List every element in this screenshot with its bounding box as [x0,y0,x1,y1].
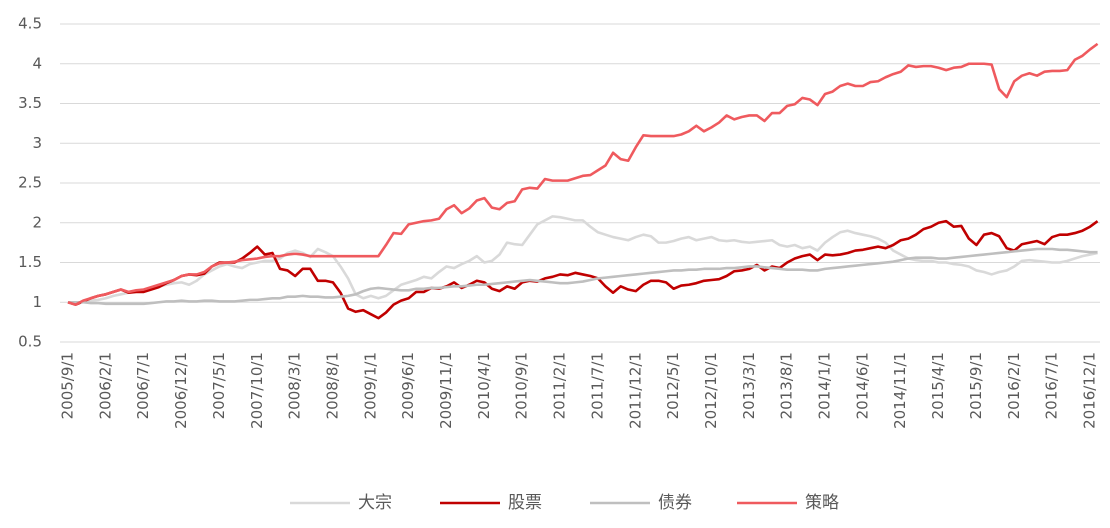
x-tick-label: 2007/5/1 [210,352,228,419]
x-tick-label: 2009/11/1 [437,352,455,429]
legend-label: 策略 [805,493,839,513]
x-tick-label: 2014/11/1 [891,352,909,429]
x-tick-label: 2011/2/1 [551,352,569,419]
x-tick-label: 2008/8/1 [323,352,341,419]
x-tick-label: 2006/2/1 [96,352,114,419]
x-tick-label: 2009/6/1 [399,352,417,419]
x-tick-label: 2011/7/1 [588,352,606,419]
y-tick-label: 2 [32,213,42,231]
y-tick-label: 3.5 [18,94,42,112]
y-tick-label: 4.5 [18,15,42,33]
x-tick-label: 2014/6/1 [853,352,871,419]
x-tick-label: 2010/4/1 [475,352,493,419]
y-tick-label: 4 [32,54,42,72]
x-tick-label: 2012/5/1 [664,352,682,419]
y-tick-label: 1 [32,293,42,311]
x-tick-label: 2014/1/1 [816,352,834,419]
x-tick-label: 2006/7/1 [134,352,152,419]
x-tick-label: 2013/8/1 [778,352,796,419]
legend-label: 债券 [658,493,692,513]
series-line [68,247,1098,306]
x-tick-label: 2006/12/1 [172,352,190,429]
x-tick-label: 2010/9/1 [513,352,531,419]
series-line [67,42,1099,306]
x-tick-label: 2007/10/1 [248,352,266,429]
x-tick-label: 2012/10/1 [702,352,720,429]
y-tick-label: 1.5 [18,253,42,271]
legend-label: 大宗 [358,493,392,513]
x-tick-label: 2013/3/1 [740,352,758,419]
x-tick-label: 2005/9/1 [59,352,77,419]
x-tick-label: 2011/12/1 [626,352,644,429]
y-tick-label: 2.5 [18,174,42,192]
x-tick-label: 2016/2/1 [1005,352,1023,419]
x-tick-label: 2015/4/1 [929,352,947,419]
x-tick-label: 2015/9/1 [967,352,985,419]
x-tick-label: 2009/1/1 [361,352,379,419]
y-tick-label: 3 [32,134,42,152]
x-tick-label: 2016/7/1 [1043,352,1061,419]
x-tick-label: 2008/3/1 [286,352,304,419]
y-tick-label: 0.5 [18,333,42,351]
series-line [67,219,1099,320]
x-tick-label: 2016/12/1 [1081,352,1099,429]
legend-label: 股票 [508,493,542,513]
series-line [67,215,1098,306]
